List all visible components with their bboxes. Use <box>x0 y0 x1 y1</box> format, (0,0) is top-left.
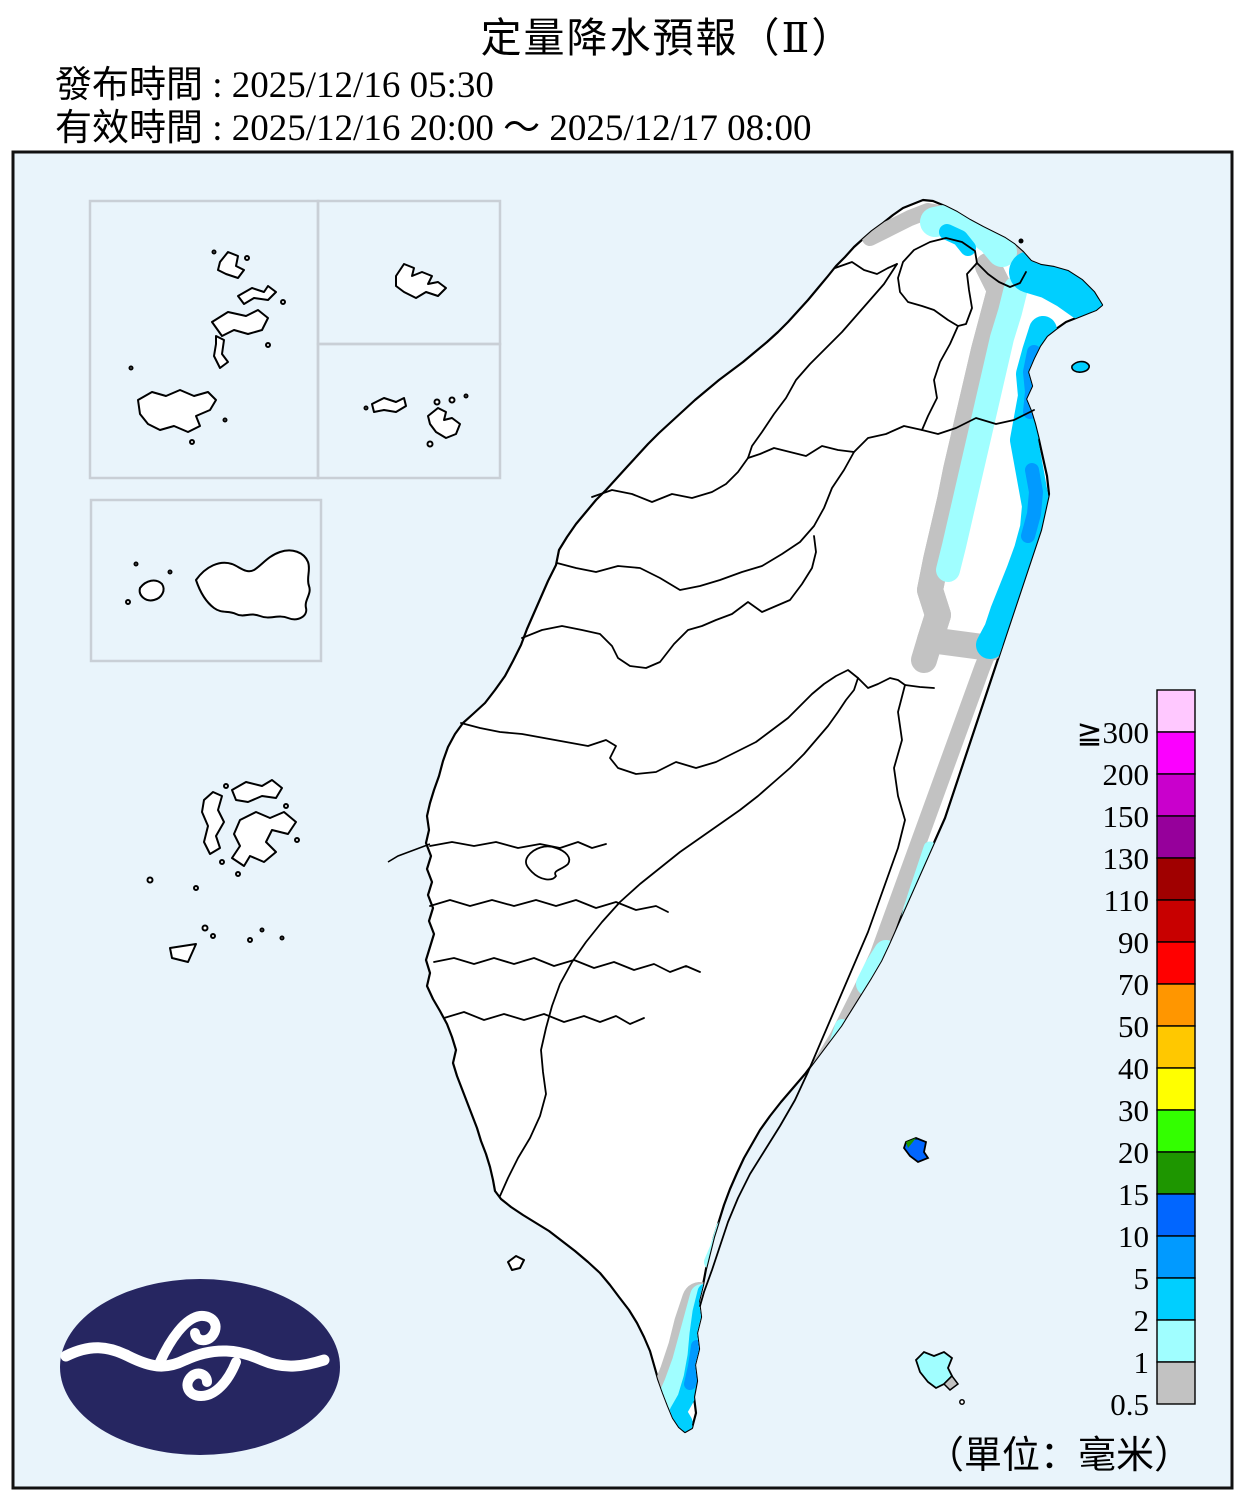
legend-label: ≧300 <box>1077 715 1149 750</box>
legend-label: 40 <box>1118 1051 1149 1086</box>
legend-label: 0.5 <box>1110 1387 1149 1422</box>
legend-label: 20 <box>1118 1135 1149 1170</box>
legend-band <box>1157 942 1195 984</box>
legend-label: 130 <box>1103 841 1150 876</box>
legend-band <box>1157 732 1195 774</box>
legend-band <box>1157 774 1195 816</box>
forecast-map: ≧300 200 150 130 110 90 70 50 40 30 20 15 10 5 2 1 0.5 （… <box>0 0 1245 1500</box>
legend-band <box>1157 816 1195 858</box>
legend-label: 200 <box>1103 757 1150 792</box>
legend-band <box>1157 1320 1195 1362</box>
legend-label: 1 <box>1134 1345 1150 1380</box>
turtle-island <box>1072 362 1089 373</box>
legend-band <box>1157 1194 1195 1236</box>
legend-label: 110 <box>1104 883 1149 918</box>
legend-label: 150 <box>1103 799 1150 834</box>
legend-label: 70 <box>1118 967 1149 1002</box>
legend-band <box>1157 984 1195 1026</box>
legend-band <box>1157 690 1195 732</box>
legend-band <box>1157 1068 1195 1110</box>
legend-band <box>1157 1278 1195 1320</box>
keelung-islet <box>1019 239 1024 244</box>
unit-label: （單位：毫米） <box>926 1435 1192 1477</box>
qpf-forecast-page: 定量降水預報（Ⅱ） 發布時間 : 2025/12/16 05:30 有效時間 :… <box>0 0 1245 1500</box>
legend-label: 2 <box>1134 1303 1150 1338</box>
legend-band <box>1157 1362 1195 1404</box>
legend-label: 90 <box>1118 925 1149 960</box>
legend-label: 5 <box>1134 1261 1150 1296</box>
legend-band <box>1157 1152 1195 1194</box>
legend-label: 15 <box>1118 1177 1149 1212</box>
cwa-logo <box>60 1279 340 1455</box>
legend-band <box>1157 858 1195 900</box>
legend-band <box>1157 1236 1195 1278</box>
legend-label: 10 <box>1118 1219 1149 1254</box>
legend-band <box>1157 900 1195 942</box>
legend-band <box>1157 1110 1195 1152</box>
legend-label: 50 <box>1118 1009 1149 1044</box>
legend-band <box>1157 1026 1195 1068</box>
legend-label: 30 <box>1118 1093 1149 1128</box>
